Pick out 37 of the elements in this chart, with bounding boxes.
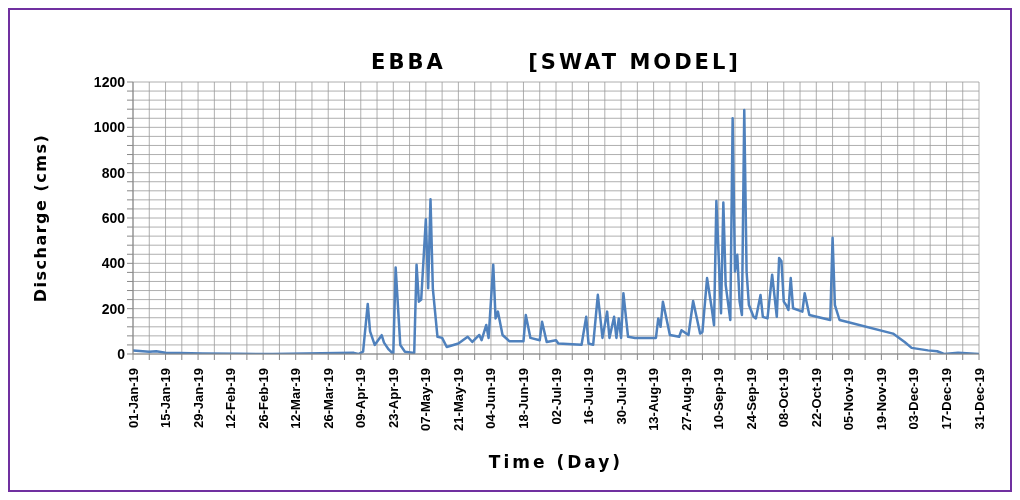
x-tick-label: 24-Sep-19 — [743, 368, 759, 430]
x-tick-label: 23-Apr-19 — [385, 368, 401, 428]
x-axis-title: Time (Day) — [487, 452, 625, 472]
x-tick-label: 12-Mar-19 — [288, 368, 304, 429]
x-tick-label: 05-Nov-19 — [841, 368, 857, 431]
x-tick-label: 17-Dec-19 — [938, 368, 954, 430]
x-tick-label: 30-Jul-19 — [613, 368, 629, 425]
y-tick-label: 600 — [101, 209, 126, 226]
x-tick-label: 07-May-19 — [418, 368, 434, 431]
y-tick-label: 400 — [101, 255, 126, 272]
x-tick-label: 26-Mar-19 — [320, 368, 336, 429]
y-tick-label: 1000 — [93, 119, 126, 136]
x-tick-label: 02-Jul-19 — [548, 368, 564, 425]
chart-title: EBBA [SWAT MODEL] — [370, 50, 742, 74]
x-tick-label: 21-May-19 — [450, 368, 466, 431]
x-tick-label: 13-Aug-19 — [646, 368, 662, 431]
y-axis-title: Discharge (cms) — [30, 133, 50, 303]
x-tick-label: 04-Jun-19 — [483, 368, 499, 429]
y-tick-label: 800 — [101, 164, 126, 181]
x-tick-label: 03-Dec-19 — [906, 368, 922, 430]
x-tick-label: 15-Jan-19 — [158, 368, 174, 428]
x-tick-label: 12-Feb-19 — [223, 368, 239, 429]
x-tick-label: 19-Nov-19 — [873, 368, 889, 431]
x-tick-label: 22-Oct-19 — [808, 368, 824, 428]
x-tick-label: 08-Oct-19 — [776, 368, 792, 428]
x-tick-label: 29-Jan-19 — [190, 368, 206, 428]
y-tick-label: 0 — [117, 345, 126, 362]
x-tick-label: 27-Aug-19 — [678, 368, 694, 431]
x-tick-label: 18-Jun-19 — [515, 368, 531, 429]
y-tick-label: 200 — [101, 300, 126, 317]
x-tick-label: 10-Sep-19 — [711, 368, 727, 430]
x-tick-label: 01-Jan-19 — [125, 368, 141, 428]
x-tick-label: 31-Dec-19 — [971, 368, 987, 430]
y-tick-label: 1200 — [93, 73, 126, 90]
x-tick-label: 16-Jul-19 — [581, 368, 597, 425]
x-tick-label: 26-Feb-19 — [255, 368, 271, 429]
x-tick-label: 09-Apr-19 — [353, 368, 369, 428]
